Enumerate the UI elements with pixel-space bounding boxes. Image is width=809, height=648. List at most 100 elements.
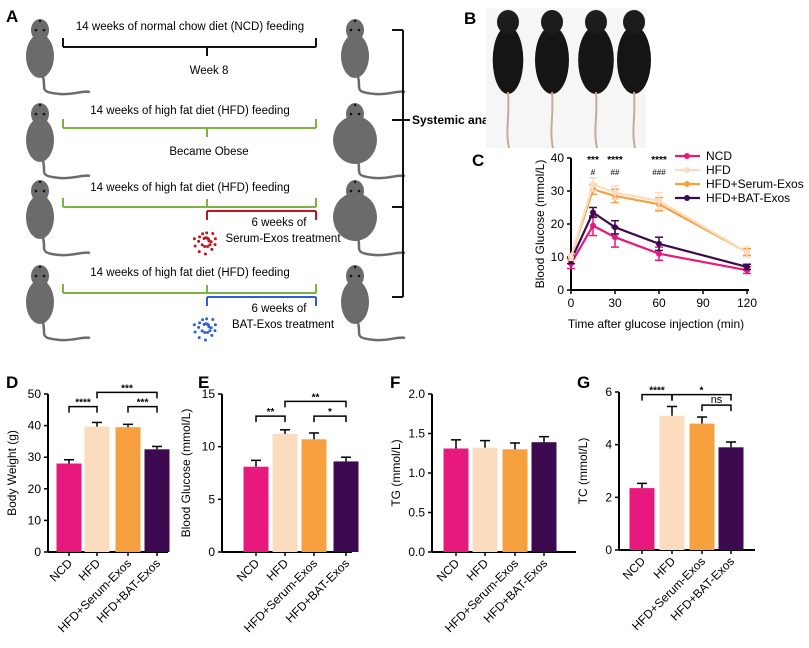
mouse-head [31, 265, 49, 287]
exosome-dots-icon [192, 317, 217, 342]
x-tick-label: 0 [568, 296, 575, 310]
y-tick-label: 0 [208, 545, 215, 559]
mouse-nose [38, 103, 42, 107]
significance-label: * [328, 407, 332, 418]
y-tick-label: 30 [28, 450, 42, 464]
bar-HFD+Serum-Exos [502, 449, 528, 552]
mouse-start-0 [26, 19, 91, 96]
mouse-body [26, 34, 54, 78]
bar-HFD [84, 426, 110, 552]
mouse-eye [357, 28, 361, 32]
bracket-line [671, 393, 732, 401]
significance-label: ** [312, 392, 320, 403]
bar-HFD+Serum-Exos [689, 423, 715, 550]
exosome-dot [203, 338, 207, 342]
mice-photo [486, 8, 651, 149]
bracket-line [68, 405, 98, 413]
legend-entry: HFD+BAT-Exos [675, 191, 790, 205]
mouse-tail [40, 73, 91, 96]
panel-label-B: B [464, 9, 476, 28]
mouse-tail [355, 157, 406, 180]
bar-HFD [272, 434, 298, 552]
row-title-2: 14 weeks of high fat diet (HFD) feeding [90, 182, 289, 194]
mouse-head [31, 103, 49, 125]
bar-HFD+BAT-Exos [144, 449, 170, 552]
photo-mouse-body [617, 26, 651, 94]
y-tick-label: 2.0 [408, 387, 425, 401]
significance-label: *** [137, 398, 149, 409]
chart-F: 0.00.51.01.52.0TG (mmol/L)NCD HFDHFD+Seru… [389, 387, 576, 635]
mouse-head [31, 19, 49, 41]
exosome-dot [209, 240, 213, 244]
series-HFD+BAT-Exos [567, 206, 751, 271]
significance-stars: **** [607, 155, 623, 166]
mouse-eye [349, 112, 353, 116]
bracket-line [127, 405, 158, 413]
mouse-nose [38, 180, 42, 184]
panel-label-F: F [390, 373, 400, 392]
bracket-line [96, 391, 158, 399]
row-note-1: Became Obese [169, 146, 248, 158]
y-tick-label: 0 [557, 283, 564, 297]
mouse-body [26, 195, 54, 239]
y-axis-label: TC (mmol/L) [576, 438, 590, 505]
exosome-dot [200, 243, 204, 247]
y-tick-label: 5 [208, 492, 215, 506]
mouse-eye [42, 112, 46, 116]
series-NCD [567, 215, 751, 275]
exosome-dot [201, 232, 205, 236]
exosome-dot [198, 321, 202, 325]
y-axis-label: Blood Glucose (mmol/L) [533, 160, 547, 289]
exosome-dot [205, 231, 209, 235]
x-tick-label: 120 [737, 296, 757, 310]
mouse-head [346, 19, 364, 41]
series-HFD [567, 177, 751, 262]
mouse-end-1 [333, 103, 406, 180]
photo-mouse-tail [594, 91, 598, 149]
exosome-dot [197, 325, 201, 329]
significance-label: **** [75, 398, 91, 409]
significance-label: * [700, 386, 704, 397]
mouse-body [26, 118, 54, 162]
exosome-dots-icon [192, 231, 217, 256]
data-point [656, 197, 662, 204]
mouse-eye [349, 274, 353, 278]
bar-HFD+BAT-Exos [531, 442, 557, 552]
mouse-start-1 [26, 103, 91, 180]
mouse-body [341, 34, 369, 78]
legend-marker [684, 195, 690, 201]
bracket-line [284, 400, 347, 408]
legend-label: NCD [706, 149, 732, 163]
photo-mouse-body [492, 26, 524, 94]
significance-stars: *** [587, 155, 599, 166]
mouse-end-0 [341, 19, 406, 96]
mouse-eye [357, 112, 361, 116]
mouse-tail [40, 157, 91, 180]
row-title-1: 14 weeks of high fat diet (HFD) feeding [90, 105, 289, 117]
row-note-0: Week 8 [190, 65, 229, 77]
x-tick-label: 30 [608, 296, 622, 310]
x-tick-label: 60 [652, 296, 666, 310]
bar-HFD+BAT-Exos [333, 461, 359, 552]
mouse-eye [34, 189, 38, 193]
y-tick-label: 0 [34, 545, 41, 559]
exosome-dot [209, 326, 213, 330]
legend-entry: HFD [675, 163, 731, 177]
treatment-line1-3: 6 weeks of [252, 303, 308, 315]
exosome-dot [203, 331, 207, 335]
mouse-start-3 [26, 265, 91, 342]
x-tick-label: NCD [620, 554, 649, 583]
bracket-line [255, 415, 286, 423]
y-tick-label: 2 [605, 490, 612, 504]
mouse-eye [349, 28, 353, 32]
exosome-dot [193, 330, 197, 334]
exosome-dot [202, 236, 206, 240]
mouse-eye [34, 274, 38, 278]
y-tick-label: 10 [28, 513, 42, 527]
photo-mouse-body [578, 26, 614, 94]
legend-label: HFD [706, 163, 731, 177]
panel-label-C: C [472, 151, 484, 170]
panel-label-D: D [6, 373, 18, 392]
